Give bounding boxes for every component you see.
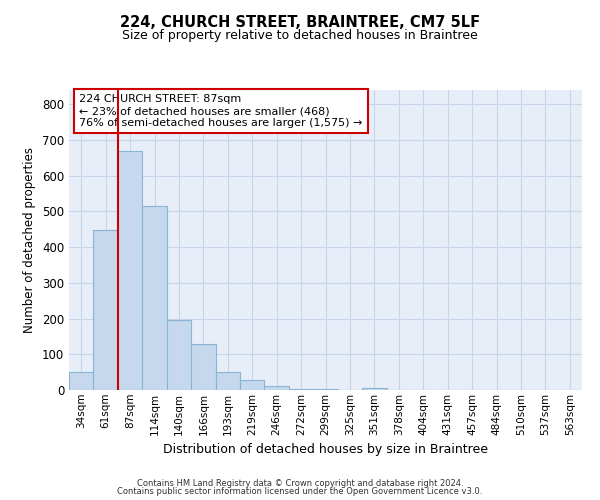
Bar xyxy=(289,389,313,390)
Text: Size of property relative to detached houses in Braintree: Size of property relative to detached ho… xyxy=(122,28,478,42)
Bar xyxy=(191,344,215,390)
Bar xyxy=(69,372,94,390)
Bar xyxy=(265,386,289,390)
Bar xyxy=(362,388,386,390)
Text: 224 CHURCH STREET: 87sqm
← 23% of detached houses are smaller (468)
76% of semi-: 224 CHURCH STREET: 87sqm ← 23% of detach… xyxy=(79,94,362,128)
X-axis label: Distribution of detached houses by size in Braintree: Distribution of detached houses by size … xyxy=(163,443,488,456)
Bar xyxy=(167,320,191,390)
Bar xyxy=(142,206,167,390)
Text: Contains HM Land Registry data © Crown copyright and database right 2024.: Contains HM Land Registry data © Crown c… xyxy=(137,478,463,488)
Bar xyxy=(215,372,240,390)
Bar xyxy=(118,152,142,390)
Text: 224, CHURCH STREET, BRAINTREE, CM7 5LF: 224, CHURCH STREET, BRAINTREE, CM7 5LF xyxy=(120,15,480,30)
Bar xyxy=(94,230,118,390)
Text: Contains public sector information licensed under the Open Government Licence v3: Contains public sector information licen… xyxy=(118,487,482,496)
Y-axis label: Number of detached properties: Number of detached properties xyxy=(23,147,37,333)
Bar xyxy=(240,380,265,390)
